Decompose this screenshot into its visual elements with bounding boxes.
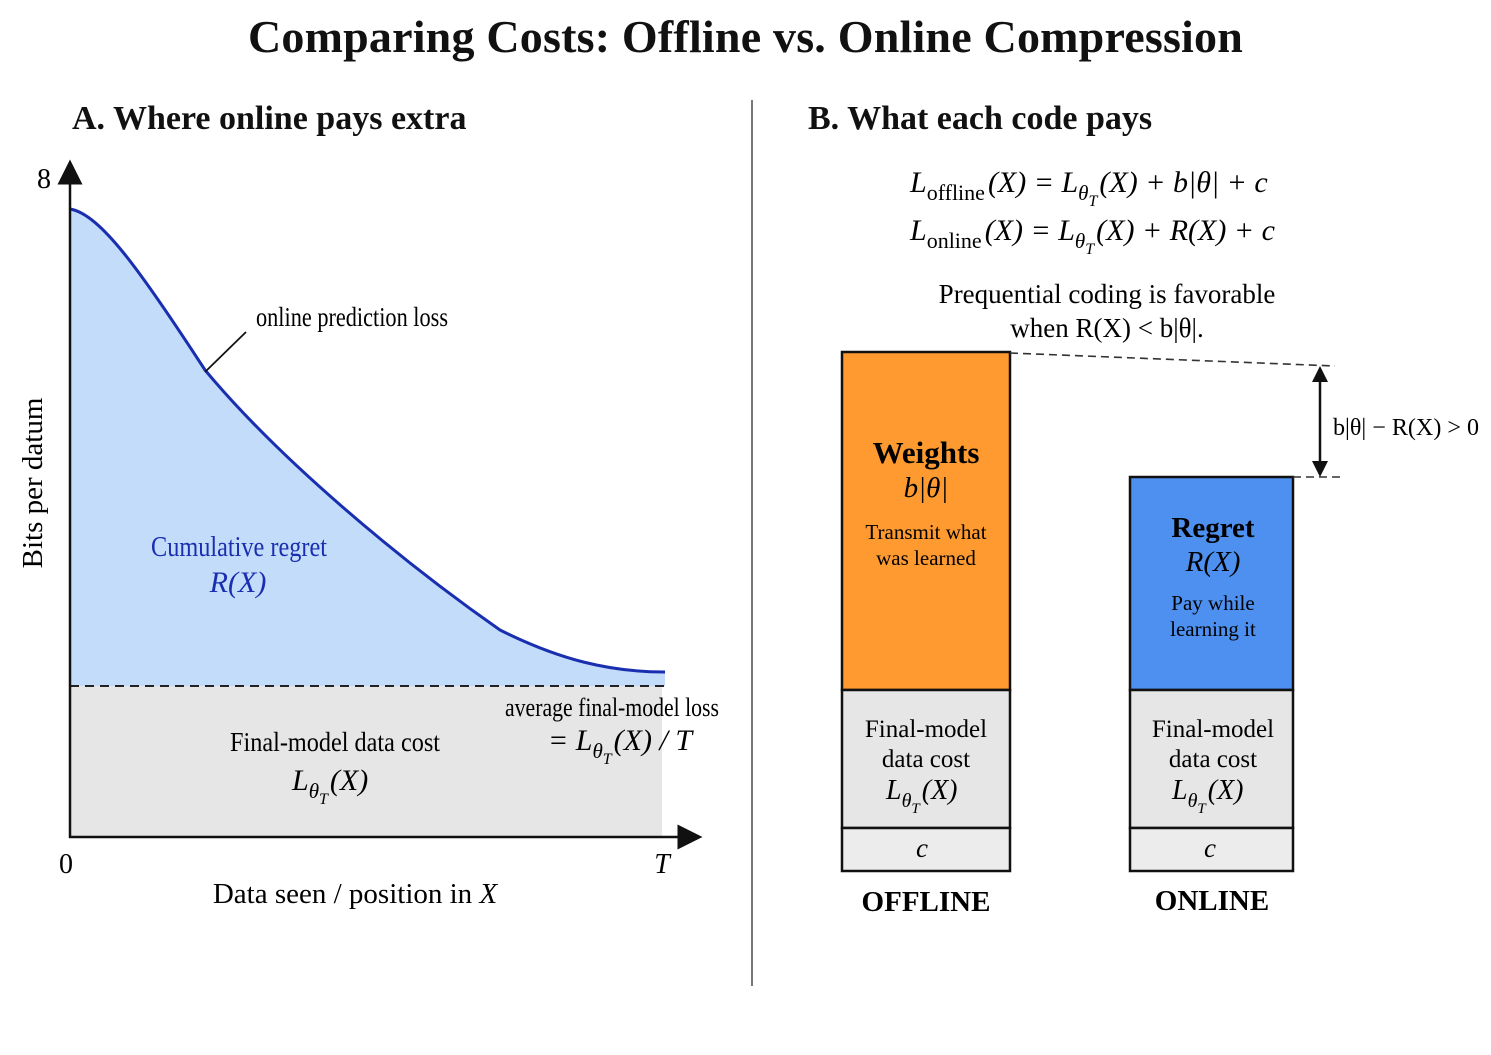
- offline-data-theta: θ: [902, 790, 912, 812]
- online-c-label: c: [1204, 833, 1216, 863]
- online-data-T: T: [1197, 801, 1207, 817]
- offline-data-T: T: [911, 801, 921, 817]
- gap-arrow-head-up: [1312, 366, 1328, 382]
- online-eq-rest: (X) = L: [985, 214, 1075, 247]
- y-axis-label: Bits per datum: [17, 397, 49, 568]
- online-regret-block: [1128, 475, 1295, 692]
- regret-label-line1: Cumulative regret: [151, 532, 327, 563]
- offline-eq-theta: θ: [1078, 181, 1088, 205]
- panel-b-heading: B. What each code pays: [808, 100, 1153, 137]
- page-title: Comparing Costs: Offline vs. Online Comp…: [247, 11, 1244, 62]
- offline-data-block: [840, 688, 1012, 830]
- online-data-formula: LθT(X): [1171, 775, 1244, 817]
- online-eq-lhs: L: [909, 214, 927, 247]
- offline-weights-title: Weights: [873, 435, 980, 470]
- offline-eq-rest: (X) = L: [988, 166, 1078, 199]
- online-data-line2: data cost: [1169, 746, 1257, 773]
- data-cost-label-line2: LθT(X): [291, 764, 368, 808]
- data-cost-theta: θ: [309, 779, 319, 803]
- offline-data-L: L: [885, 775, 902, 806]
- gap-arrow-head-down: [1312, 461, 1328, 477]
- average-L: = L: [548, 724, 592, 757]
- panel-b-diagram: Loffline (X) = LθT(X) + b|θ| + c Lonline(…: [840, 166, 1479, 918]
- data-cost-L: L: [291, 764, 309, 797]
- favorable-line1: Prequential coding is favorable: [939, 279, 1276, 309]
- online-eq-tail: (X) + R(X) + c: [1096, 214, 1275, 247]
- offline-weights-block: [840, 350, 1012, 692]
- data-cost-T: T: [319, 791, 329, 808]
- offline-eq-lhs: L: [909, 166, 927, 199]
- online-data-tail: (X): [1208, 775, 1244, 806]
- offline-equation: Loffline (X) = LθT(X) + b|θ| + c: [909, 166, 1268, 210]
- average-tail: (X) / T: [614, 724, 695, 757]
- online-eq-theta: θ: [1075, 229, 1085, 253]
- offline-c-label: c: [916, 833, 928, 863]
- offline-eq-tail: (X) + b|θ| + c: [1099, 166, 1267, 199]
- panel-a-heading: A. Where online pays extra: [72, 100, 467, 137]
- panel-divider: [751, 100, 753, 986]
- offline-data-formula: LθT(X): [885, 775, 958, 817]
- online-bar-label: ONLINE: [1155, 885, 1269, 917]
- x-axis-label-text: Data seen / position in: [213, 878, 480, 910]
- data-cost-tail: (X): [330, 764, 368, 797]
- offline-weights-note1: Transmit what: [865, 520, 986, 544]
- favorable-line2: when R(X) < b|θ|.: [1010, 313, 1203, 343]
- offline-weights-formula: b|θ|: [904, 472, 949, 504]
- online-c-block: [1128, 826, 1295, 873]
- offline-eq-T: T: [1089, 193, 1099, 210]
- average-T: T: [603, 751, 613, 768]
- online-eq-T: T: [1085, 241, 1095, 258]
- online-data-theta: θ: [1188, 790, 1198, 812]
- average-label-line2: = LθT(X) / T: [548, 724, 694, 768]
- x-axis-label: Data seen / position in X: [213, 878, 499, 910]
- offline-data-line1: Final-model: [865, 716, 987, 743]
- gap-label: b|θ| − R(X) > 0: [1333, 415, 1479, 441]
- offline-c-block: [840, 826, 1012, 873]
- online-equation: Lonline (X) = LθT(X) + R(X) + c: [909, 214, 1275, 258]
- regret-area: [70, 209, 665, 686]
- offline-eq-lhs-sub: offline: [927, 180, 985, 205]
- offline-data-tail: (X): [922, 775, 958, 806]
- online-data-line1: Final-model: [1152, 716, 1274, 743]
- average-label-line1: average final-model loss: [505, 693, 719, 722]
- online-regret-note2: learning it: [1170, 617, 1256, 641]
- online-regret-note1: Pay while: [1171, 591, 1254, 615]
- offline-data-line2: data cost: [882, 746, 970, 773]
- data-cost-label-line1: Final-model data cost: [230, 727, 440, 757]
- x-axis-label-var: X: [478, 878, 498, 910]
- online-data-L: L: [1171, 775, 1188, 806]
- offline-bar-label: OFFLINE: [862, 886, 991, 918]
- x-axis-start-tick: 0: [59, 849, 73, 880]
- online-regret-formula: R(X): [1185, 546, 1241, 578]
- regret-label-line2: R(X): [209, 566, 267, 599]
- online-loss-curve: [69, 207, 666, 674]
- online-eq-lhs-sub: online: [927, 228, 982, 253]
- online-data-block: [1128, 688, 1295, 830]
- curve-label: online prediction loss: [256, 302, 448, 332]
- offline-weights-note2: was learned: [876, 546, 976, 570]
- panel-a-plot: 8 Bits per datum 0 T Data seen / positio…: [17, 159, 719, 910]
- average-theta: θ: [592, 739, 602, 763]
- final-model-area: [70, 686, 662, 837]
- gap-top-dashed: [1009, 352, 1336, 367]
- y-axis-top-tick: 8: [37, 164, 51, 195]
- curve-label-leader: [204, 331, 247, 373]
- x-axis-end-tick: T: [654, 849, 672, 880]
- online-regret-title: Regret: [1171, 512, 1255, 544]
